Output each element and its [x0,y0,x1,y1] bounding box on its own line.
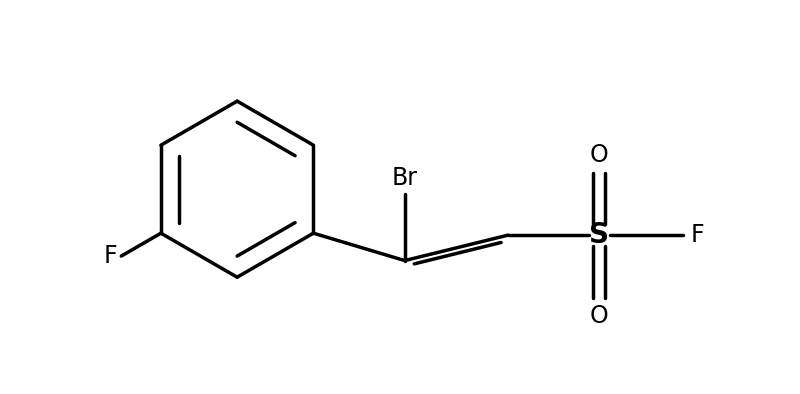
Text: F: F [104,244,118,268]
Text: O: O [590,304,609,328]
Text: F: F [690,223,704,247]
Text: S: S [590,221,610,249]
Text: Br: Br [392,166,418,190]
Text: O: O [590,143,609,167]
